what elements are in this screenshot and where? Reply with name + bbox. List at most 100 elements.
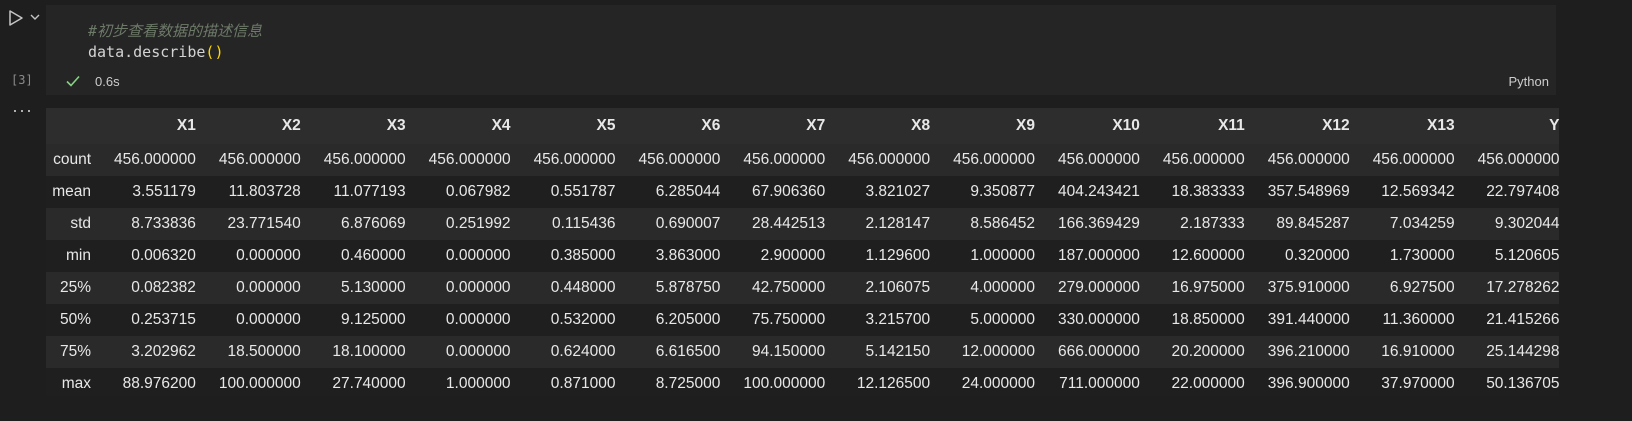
code-statement: data.describe() [88, 43, 223, 61]
cell-language-selector[interactable]: Python [1508, 74, 1549, 89]
describe-table: X1 X2 X3 X4 X5 X6 X7 X8 X9 X10 X11 X12 X… [46, 108, 1560, 396]
table-cell: 0.448000 [510, 272, 616, 304]
table-cell: 75.750000 [720, 304, 826, 336]
table-cell: 37.970000 [1349, 368, 1455, 396]
row-label: count [46, 144, 91, 176]
row-label: std [46, 208, 91, 240]
table-cell: 6.285044 [615, 176, 721, 208]
table-cell: 12.126500 [825, 368, 931, 396]
table-cell: 24.000000 [930, 368, 1036, 396]
column-header: X7 [720, 108, 826, 144]
table-cell: 0.624000 [510, 336, 616, 368]
row-label: 25% [46, 272, 91, 304]
table-cell: 279.000000 [1035, 272, 1140, 304]
table-cell: 6.927500 [1349, 272, 1455, 304]
table-cell: 391.440000 [1244, 304, 1350, 336]
column-header: X5 [510, 108, 616, 144]
table-cell: 3.863000 [615, 240, 721, 272]
table-cell: 18.850000 [1139, 304, 1245, 336]
table-cell: 456.000000 [930, 144, 1036, 176]
table-row: 50% 0.253715 0.000000 9.125000 0.000000 0.532… [46, 304, 1560, 336]
table-cell: 12.000000 [930, 336, 1036, 368]
table-cell: 18.100000 [300, 336, 406, 368]
table-row: mean 3.551179 11.803728 11.077193 0.067982 0.… [46, 176, 1560, 208]
table-cell: 666.000000 [1035, 336, 1140, 368]
table-cell: 396.210000 [1244, 336, 1350, 368]
table-cell: 2.900000 [720, 240, 826, 272]
table-cell: 0.253715 [91, 304, 196, 336]
index-header [46, 108, 91, 144]
table-cell: 27.740000 [300, 368, 406, 396]
table-cell: 0.385000 [510, 240, 616, 272]
table-cell: 67.906360 [720, 176, 826, 208]
table-cell: 0.690007 [615, 208, 721, 240]
table-cell: 0.000000 [405, 272, 511, 304]
open-paren: ( [205, 43, 215, 61]
table-cell: 0.006320 [91, 240, 196, 272]
table-cell: 6.876069 [300, 208, 406, 240]
table-cell: 2.106075 [825, 272, 931, 304]
column-header: X9 [930, 108, 1036, 144]
table-cell: 20.200000 [1139, 336, 1245, 368]
table-cell: 711.000000 [1035, 368, 1140, 396]
table-cell: 8.733836 [91, 208, 196, 240]
table-cell: 5.000000 [930, 304, 1036, 336]
cell-gutter: [3] ··· [0, 0, 46, 421]
table-cell: 0.000000 [195, 272, 301, 304]
table-cell: 0.871000 [510, 368, 616, 396]
table-cell: 456.000000 [615, 144, 721, 176]
code-comment: #初步查看数据的描述信息 [88, 22, 263, 40]
table-cell: 375.910000 [1244, 272, 1350, 304]
code-editor[interactable]: #初步查看数据的描述信息 data.describe() [46, 5, 1556, 69]
table-row: count 456.000000 456.000000 456.000000 456.0… [46, 144, 1560, 176]
column-header: X8 [825, 108, 931, 144]
run-cell-icon[interactable] [7, 9, 25, 27]
table-cell: 0.251992 [405, 208, 511, 240]
table-cell: 357.548969 [1244, 176, 1350, 208]
more-actions-icon[interactable]: ··· [12, 100, 33, 120]
table-cell: 50.136705 [1454, 368, 1560, 396]
table-cell: 456.000000 [825, 144, 931, 176]
table-cell: 8.725000 [615, 368, 721, 396]
table-cell: 8.586452 [930, 208, 1036, 240]
column-header: X4 [405, 108, 511, 144]
table-cell: 1.129600 [825, 240, 931, 272]
table-cell: 11.360000 [1349, 304, 1455, 336]
table-cell: 12.600000 [1139, 240, 1245, 272]
table-row: 25% 0.082382 0.000000 5.130000 0.000000 0.448… [46, 272, 1560, 304]
table-cell: 9.350877 [930, 176, 1036, 208]
chevron-down-icon[interactable] [29, 11, 41, 23]
table-cell: 5.130000 [300, 272, 406, 304]
table-cell: 89.845287 [1244, 208, 1350, 240]
table-header-row: X1 X2 X3 X4 X5 X6 X7 X8 X9 X10 X11 X12 X… [46, 108, 1560, 144]
row-label: 50% [46, 304, 91, 336]
column-header: X6 [615, 108, 721, 144]
table-cell: 0.000000 [195, 304, 301, 336]
table-cell: 28.442513 [720, 208, 826, 240]
row-label: min [46, 240, 91, 272]
table-cell: 25.144298 [1454, 336, 1560, 368]
table-cell: 3.215700 [825, 304, 931, 336]
table-cell: 5.120605 [1454, 240, 1560, 272]
column-header: X1 [91, 108, 196, 144]
table-cell: 3.202962 [91, 336, 196, 368]
table-cell: 17.278262 [1454, 272, 1560, 304]
table-cell: 0.000000 [405, 304, 511, 336]
table-cell: 22.797408 [1454, 176, 1560, 208]
table-cell: 1.730000 [1349, 240, 1455, 272]
check-icon [66, 75, 80, 87]
table-cell: 456.000000 [195, 144, 301, 176]
table-row: std 8.733836 23.771540 6.876069 0.251992 0.11… [46, 208, 1560, 240]
table-cell: 100.000000 [720, 368, 826, 396]
row-label: mean [46, 176, 91, 208]
table-cell: 456.000000 [1139, 144, 1245, 176]
table-cell: 2.187333 [1139, 208, 1245, 240]
table-cell: 3.551179 [91, 176, 196, 208]
table-cell: 456.000000 [720, 144, 826, 176]
table-cell: 18.500000 [195, 336, 301, 368]
row-label: 75% [46, 336, 91, 368]
table-cell: 330.000000 [1035, 304, 1140, 336]
table-cell: 456.000000 [1349, 144, 1455, 176]
table-cell: 7.034259 [1349, 208, 1455, 240]
column-header: Y [1454, 108, 1560, 144]
